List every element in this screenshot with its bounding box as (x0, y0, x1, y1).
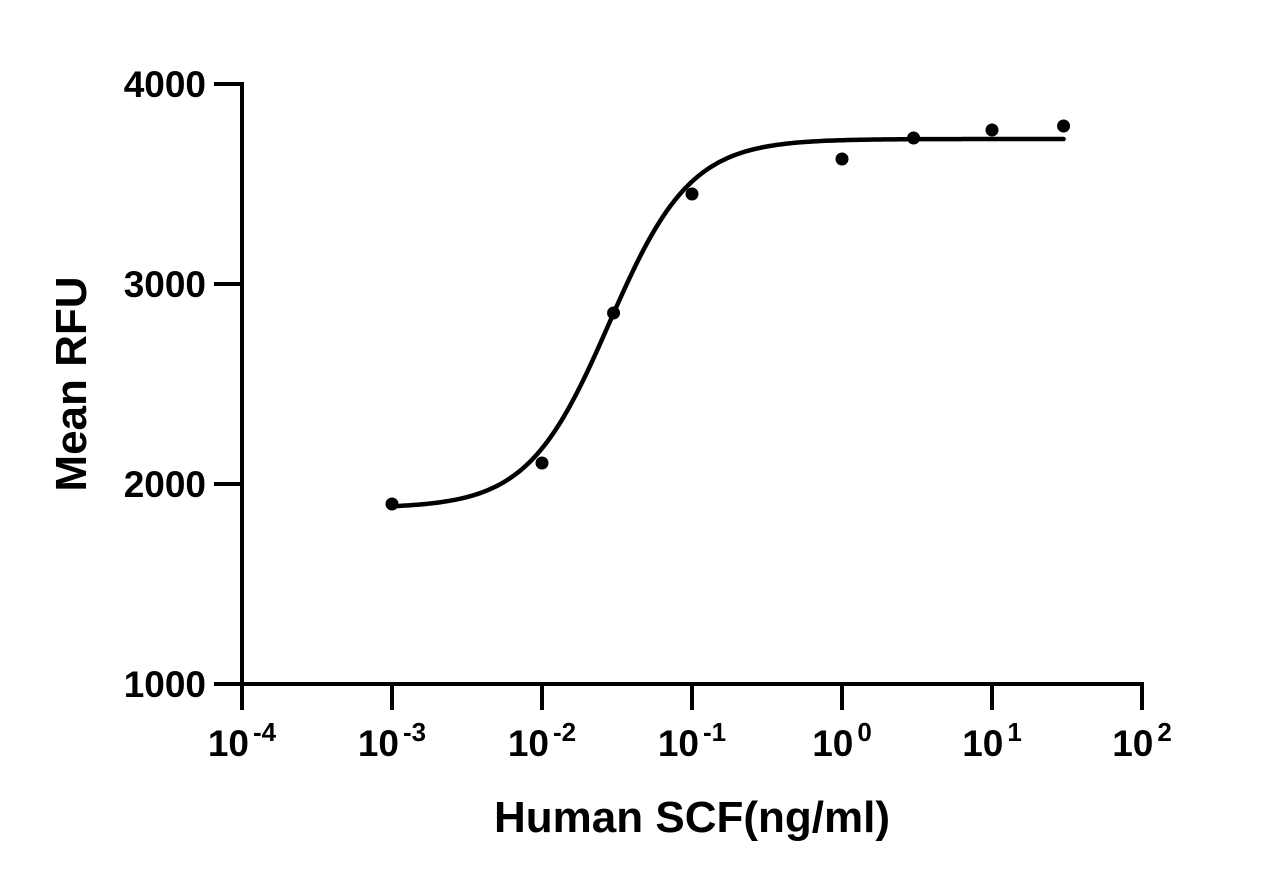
data-point (985, 123, 999, 137)
y-tick-label: 1000 (124, 664, 206, 705)
x-tick-label: 10 -1 (658, 717, 726, 764)
data-point (835, 152, 849, 166)
x-axis-title: Human SCF(ng/ml) (494, 793, 890, 842)
x-tick-base: 10 (658, 723, 699, 764)
fit-curve (389, 136, 1066, 509)
x-tick-base: 10 (208, 723, 249, 764)
x-tick-exponent: 2 (1157, 717, 1171, 747)
x-tick-exponent: -1 (703, 717, 726, 747)
x-tick-label: 10 -4 (208, 717, 277, 764)
x-tick-label: 10 -3 (358, 717, 426, 764)
data-point (607, 306, 621, 320)
y-tick-label: 3000 (124, 264, 206, 305)
x-tick-exponent: 1 (1007, 717, 1021, 747)
x-tick-label: 10 2 (1112, 717, 1172, 764)
x-tick-exponent: 0 (857, 717, 871, 747)
x-axis-ticks: 10 -4 10 -3 10 -2 10 -1 10 0 10 1 10 2 (208, 684, 1172, 764)
x-tick-base: 10 (508, 723, 549, 764)
x-tick-base: 10 (358, 723, 399, 764)
x-tick-exponent: -3 (403, 717, 426, 747)
axes (240, 82, 1144, 686)
x-tick-label: 10 -2 (508, 717, 576, 764)
data-point (685, 187, 699, 201)
data-point (385, 497, 399, 511)
y-axis-ticks: 1000 2000 3000 4000 (124, 64, 242, 705)
y-tick-label: 4000 (124, 64, 206, 105)
data-point (1057, 119, 1071, 133)
x-tick-label: 10 1 (962, 717, 1022, 764)
data-points (385, 119, 1071, 511)
x-tick-exponent: -2 (553, 717, 576, 747)
x-tick-base: 10 (962, 723, 1003, 764)
data-point (907, 131, 921, 145)
x-tick-exponent: -4 (253, 717, 277, 747)
y-axis-title: Mean RFU (47, 276, 96, 491)
x-tick-base: 10 (812, 723, 853, 764)
data-point (535, 456, 549, 470)
x-tick-label: 10 0 (812, 717, 872, 764)
x-tick-base: 10 (1112, 723, 1153, 764)
y-tick-label: 2000 (124, 464, 206, 505)
